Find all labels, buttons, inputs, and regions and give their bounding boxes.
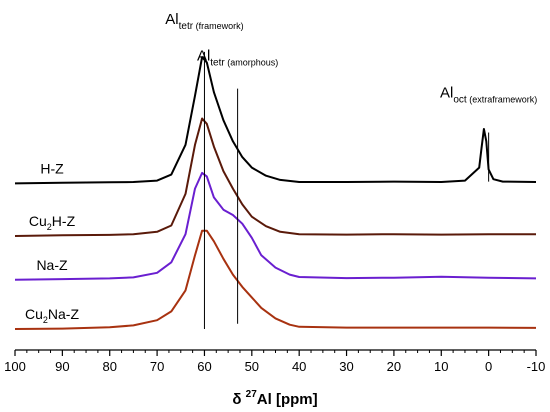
x-tick-label: 40: [292, 359, 306, 374]
x-tick-label: 80: [102, 359, 116, 374]
annotation-label-0: Altetr (framework): [165, 11, 243, 32]
series-layer: [14, 56, 537, 330]
x-tick-label: 20: [387, 359, 401, 374]
x-tick-label: 10: [434, 359, 448, 374]
series-label-1: Cu2H-Z: [29, 213, 76, 232]
x-tick-label: 30: [339, 359, 353, 374]
x-tick-label: 70: [150, 359, 164, 374]
x-tick-label: 90: [55, 359, 69, 374]
annotation-label-2: Aloct (extraframework): [440, 84, 537, 105]
series-line-1: [14, 117, 536, 237]
series-line-0: [14, 56, 537, 185]
x-axis: 100 90 80 70 60 50 40 30 20 10 0 -10: [4, 349, 546, 374]
series-label-0: H-Z: [40, 160, 64, 176]
x-tick-label: 60: [197, 359, 211, 374]
x-axis-label: δ 27Al [ppm]: [232, 389, 317, 408]
series-label-layer: H-Z Cu2H-Z Na-Z Cu2Na-Z: [25, 160, 79, 325]
x-tick-label: 100: [4, 359, 26, 374]
series-label-2: Na-Z: [36, 257, 68, 273]
series-label-3: Cu2Na-Z: [25, 306, 79, 325]
annotation-label-1: Altetr (amorphous): [197, 48, 278, 69]
x-tick-label: -10: [527, 359, 546, 374]
series-line-2: [14, 171, 537, 281]
series-line-3: [14, 229, 537, 330]
x-tick-label: 50: [245, 359, 259, 374]
x-tick-label: 0: [485, 359, 492, 374]
annotation-layer: Altetr (framework) Altetr (amorphous) Aloc…: [165, 11, 537, 329]
